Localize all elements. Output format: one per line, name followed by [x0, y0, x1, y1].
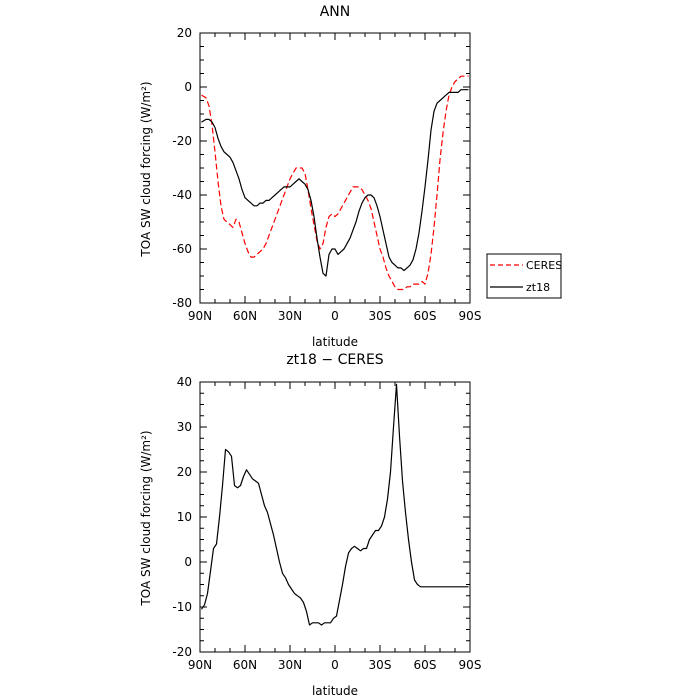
top-y-axis-label: TOA SW cloud forcing (W/m²) — [139, 81, 153, 257]
top-y-tick-label: 20 — [177, 26, 192, 40]
top-y-tick-label: -20 — [172, 134, 192, 148]
bottom-y-tick-label: 40 — [177, 375, 192, 389]
bottom-x-tick-label: 30S — [369, 658, 392, 672]
bottom-x-tick-label: 90S — [459, 658, 482, 672]
bottom-x-tick-label: 30N — [278, 658, 302, 672]
top-y-tick-label: -80 — [172, 296, 192, 310]
top-plot-area: 90N 60N 30N 0 30S 60S 90S 20 0 -20 -40 -60 -80 — [172, 26, 481, 323]
top-plot-frame — [199, 32, 471, 304]
top-x-axis-label: latitude — [312, 335, 358, 349]
top-x-tick-label: 90S — [459, 309, 482, 323]
bottom-x-tick-label: 60S — [414, 658, 437, 672]
bottom-y-axis-label: TOA SW cloud forcing (W/m²) — [139, 430, 153, 606]
bottom-y-tick-label: -10 — [172, 600, 192, 614]
legend: CERES zt18 — [486, 253, 562, 299]
bottom-y-tick-label: 30 — [177, 420, 192, 434]
bottom-plot-area: 90N 60N 30N 0 30S 60S 90S 40 30 20 10 0 -10 -20 — [172, 375, 481, 672]
bottom-x-tick-label: 0 — [331, 658, 339, 672]
top-y-tick-label: -60 — [172, 242, 192, 256]
top-x-tick-label: 0 — [331, 309, 339, 323]
bottom-x-axis-label: latitude — [312, 684, 358, 698]
bottom-y-tick-label: 10 — [177, 510, 192, 524]
top-x-tick-label: 90N — [188, 309, 212, 323]
top-y-tick-label: 0 — [184, 80, 192, 94]
legend-ceres-label: CERES — [526, 259, 562, 272]
bottom-x-tick-label: 90N — [188, 658, 212, 672]
top-x-tick-label: 60N — [233, 309, 257, 323]
top-x-tick-label: 30N — [278, 309, 302, 323]
top-chart-title: ANN — [320, 4, 351, 20]
bottom-y-tick-label: 0 — [184, 555, 192, 569]
top-x-tick-label: 30S — [369, 309, 392, 323]
bottom-chart-title: zt18 − CERES — [286, 352, 383, 368]
legend-box — [486, 253, 562, 299]
bottom-panel: zt18 − CERES 90N 60N 30N 0 30S 60S 90S 40 30 20 10… — [139, 352, 481, 698]
top-y-tick-label: -40 — [172, 188, 192, 202]
bottom-y-tick-label: 20 — [177, 465, 192, 479]
bottom-series-line-difference — [201, 383, 469, 626]
bottom-y-tick-label: -20 — [172, 645, 192, 659]
top-panel: ANN 90N 60N 30N 0 30S 60S 90S 20 0 -20 -40 -60 -80 l… — [139, 4, 562, 349]
top-series-line-ceres — [201, 75, 469, 291]
bottom-plot-frame — [199, 381, 471, 653]
bottom-x-tick-label: 60N — [233, 658, 257, 672]
legend-zt18-label: zt18 — [526, 281, 550, 294]
top-series-line-zt18 — [201, 89, 469, 277]
top-x-tick-label: 60S — [414, 309, 437, 323]
